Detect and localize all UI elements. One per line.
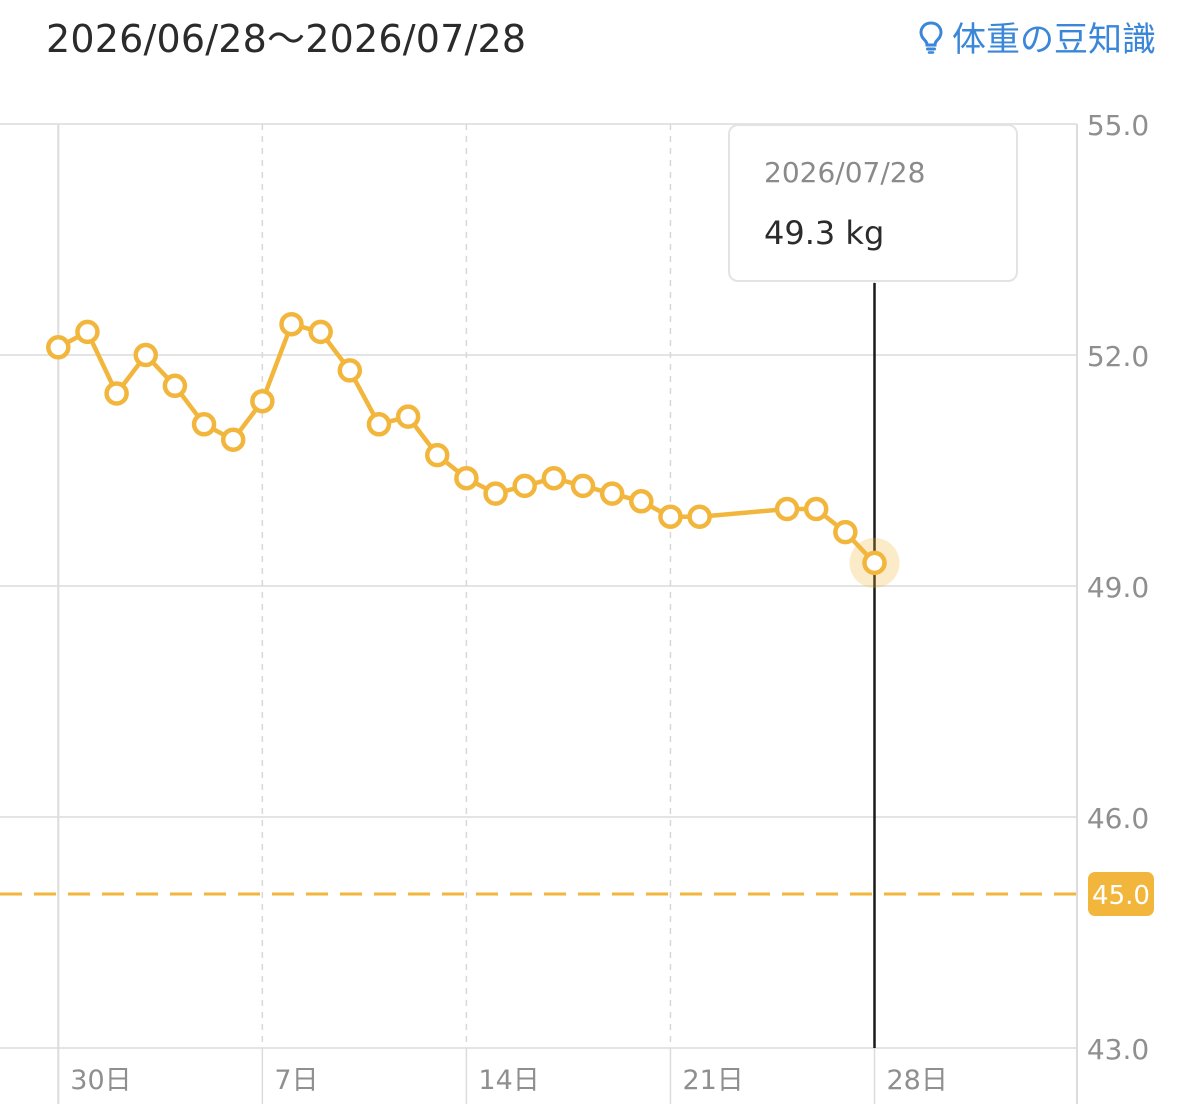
- lightbulb-icon: [918, 20, 944, 54]
- weight-tips-label: 体重の豆知識: [952, 20, 1156, 60]
- header: 2026/06/28〜2026/07/28 体重の豆知識: [0, 0, 1200, 70]
- date-range-title: 2026/06/28〜2026/07/28: [46, 17, 527, 61]
- data-point: [454, 465, 479, 491]
- data-point: [833, 519, 858, 545]
- data-point: [220, 427, 246, 452]
- data-point: [191, 412, 217, 437]
- data-point: [162, 373, 188, 399]
- tooltip-value: 49.3 kg: [764, 214, 884, 252]
- data-point: [687, 504, 712, 529]
- data-point: [308, 319, 333, 345]
- data-tooltip: 2026/07/28 49.3 kg: [728, 124, 1018, 282]
- tooltip-weight: 49.3: [764, 214, 836, 252]
- data-point: [366, 412, 392, 437]
- data-point: [395, 404, 421, 429]
- x-tick-label: 7日: [274, 1065, 318, 1096]
- data-point: [599, 481, 625, 506]
- tooltip-unit: kg: [845, 214, 885, 252]
- series-line: [57, 321, 877, 565]
- data-point: [337, 358, 363, 383]
- data-point: [279, 311, 304, 337]
- data-point: [862, 550, 887, 576]
- data-point: [46, 335, 71, 360]
- data-point: [570, 473, 596, 499]
- data-point: [250, 388, 275, 414]
- weight-tips-link[interactable]: 体重の豆知識: [918, 12, 1156, 61]
- data-point: [425, 442, 450, 468]
- x-tick-label: 28日: [887, 1065, 948, 1096]
- data-point: [658, 504, 683, 529]
- data-point: [541, 465, 567, 491]
- tooltip-date: 2026/07/28: [764, 156, 926, 189]
- data-point: [75, 319, 100, 345]
- data-point: [133, 342, 158, 368]
- y-tick-label: 52.0: [1087, 340, 1149, 373]
- x-tick-label: 14日: [478, 1065, 539, 1096]
- data-point: [483, 481, 508, 506]
- target-badge-label: 45.0: [1092, 881, 1150, 911]
- data-point: [512, 473, 537, 499]
- data-point: [774, 496, 800, 522]
- y-tick-label: 43.0: [1087, 1033, 1149, 1066]
- y-tick-label: 49.0: [1087, 571, 1149, 604]
- x-tick-label: 30日: [70, 1065, 131, 1096]
- data-point: [803, 496, 829, 522]
- data-point: [104, 381, 129, 406]
- y-tick-label: 55.0: [1087, 109, 1149, 142]
- x-tick-label: 21日: [682, 1065, 743, 1096]
- y-tick-label: 46.0: [1087, 802, 1149, 835]
- target-badge: [1088, 872, 1154, 916]
- data-point: [629, 489, 654, 514]
